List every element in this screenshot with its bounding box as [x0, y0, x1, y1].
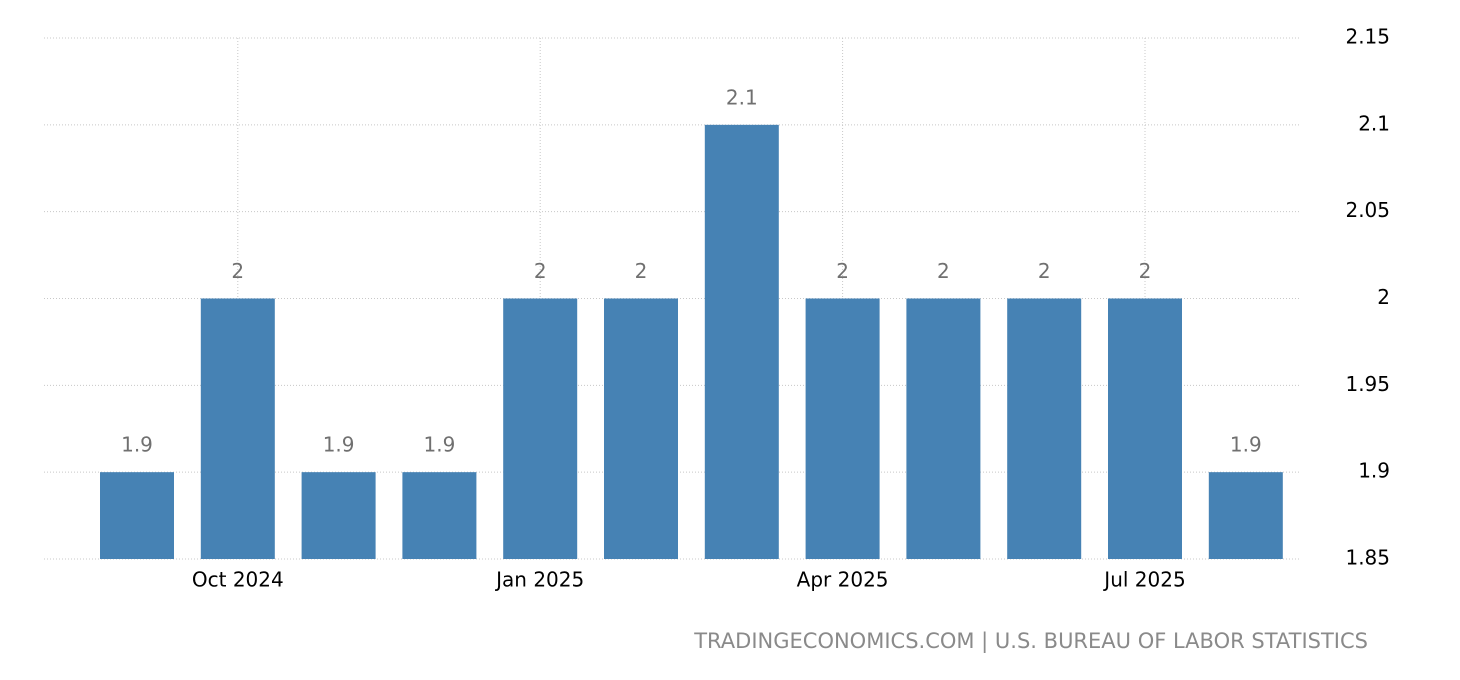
- y-tick-label: 2.05: [1345, 198, 1390, 222]
- x-tick-label: Apr 2025: [797, 568, 889, 592]
- bar: [1108, 298, 1182, 559]
- bar: [503, 298, 578, 559]
- y-tick-label: 1.95: [1345, 372, 1390, 396]
- data-label: 2: [635, 259, 648, 283]
- bar: [604, 298, 678, 559]
- bar: [301, 472, 376, 559]
- data-label: 2: [836, 259, 849, 283]
- data-label: 1.9: [423, 433, 455, 457]
- bar: [1208, 472, 1283, 559]
- data-label: 2: [937, 259, 950, 283]
- bar: [1007, 298, 1082, 559]
- y-tick-label: 2.15: [1345, 25, 1390, 49]
- data-label: 2: [1139, 259, 1152, 283]
- x-tick-label: Jul 2025: [1102, 568, 1185, 592]
- y-tick-label: 2: [1377, 285, 1390, 309]
- x-tick-label: Jan 2025: [494, 568, 584, 592]
- data-label: 1.9: [121, 433, 153, 457]
- bar: [704, 124, 779, 559]
- data-label: 2.1: [726, 85, 758, 109]
- bar: [100, 472, 174, 559]
- bar: [805, 298, 880, 559]
- bar: [402, 472, 477, 559]
- bar: [906, 298, 981, 559]
- y-tick-label: 1.85: [1345, 546, 1390, 570]
- x-tick-label: Oct 2024: [192, 568, 284, 592]
- y-tick-label: 1.9: [1358, 459, 1390, 483]
- data-label: 2: [534, 259, 547, 283]
- data-label: 2: [1038, 259, 1051, 283]
- bar: [200, 298, 275, 559]
- y-tick-label: 2.1: [1358, 111, 1390, 135]
- data-label: 1.9: [323, 433, 355, 457]
- data-label: 1.9: [1230, 433, 1262, 457]
- data-label: 2: [231, 259, 244, 283]
- source-note: TRADINGECONOMICS.COM | U.S. BUREAU OF LA…: [693, 629, 1368, 654]
